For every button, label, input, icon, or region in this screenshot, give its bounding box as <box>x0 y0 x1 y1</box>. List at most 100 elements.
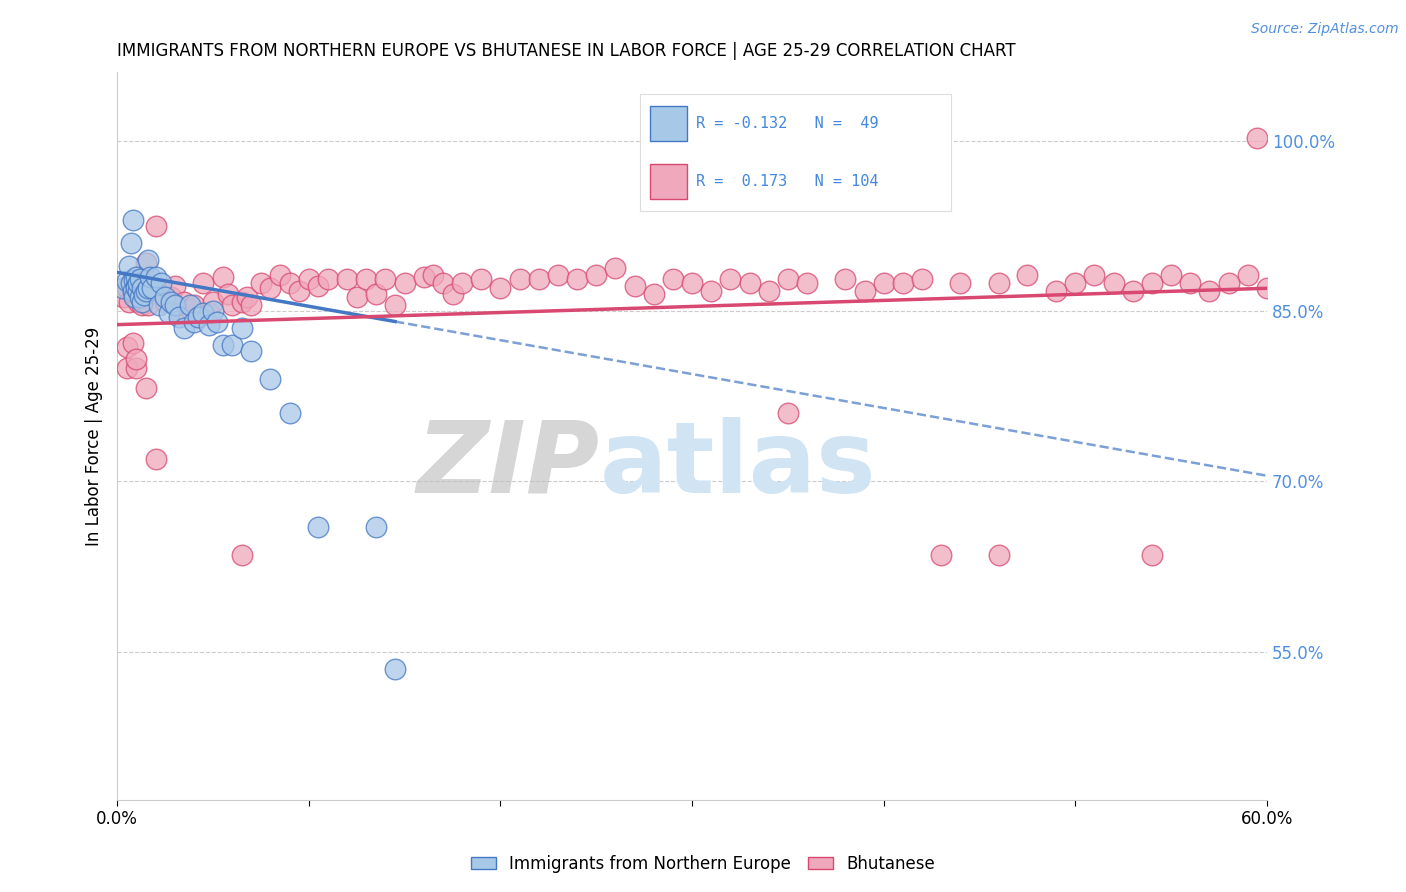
Point <box>125 279 148 293</box>
Point <box>145 269 167 284</box>
Point <box>217 287 239 301</box>
Point <box>834 272 856 286</box>
Point <box>129 290 152 304</box>
Point <box>336 272 359 286</box>
Point <box>132 272 155 286</box>
Point <box>470 272 492 286</box>
Point <box>118 294 141 309</box>
Point <box>135 256 157 270</box>
Point <box>259 372 281 386</box>
Text: atlas: atlas <box>600 417 877 514</box>
Text: Source: ZipAtlas.com: Source: ZipAtlas.com <box>1251 22 1399 37</box>
Text: ZIP: ZIP <box>418 417 600 514</box>
Point <box>489 281 512 295</box>
Point <box>236 290 259 304</box>
Point <box>364 287 387 301</box>
Point <box>796 276 818 290</box>
Point <box>269 268 291 282</box>
Point <box>1045 284 1067 298</box>
Point <box>509 272 531 286</box>
Point <box>173 294 195 309</box>
Point <box>240 343 263 358</box>
Point <box>115 340 138 354</box>
Point <box>121 287 143 301</box>
Point <box>758 284 780 298</box>
Point <box>127 276 149 290</box>
Point <box>1140 548 1163 562</box>
Point <box>364 520 387 534</box>
Point <box>136 298 159 312</box>
Point <box>179 301 201 316</box>
Point <box>131 281 153 295</box>
Point <box>163 298 186 312</box>
Point <box>929 548 952 562</box>
Point <box>125 279 148 293</box>
Point <box>451 276 474 290</box>
Point <box>136 252 159 267</box>
Point <box>115 281 138 295</box>
Point <box>1083 268 1105 282</box>
Point <box>124 290 146 304</box>
Point <box>776 406 799 420</box>
Point <box>221 298 243 312</box>
Point <box>307 520 329 534</box>
Point <box>1256 281 1278 295</box>
Point <box>211 338 233 352</box>
Point <box>356 272 378 286</box>
Point <box>157 306 180 320</box>
Point <box>346 290 368 304</box>
Point <box>422 268 444 282</box>
Point <box>125 360 148 375</box>
Legend: Immigrants from Northern Europe, Bhutanese: Immigrants from Northern Europe, Bhutane… <box>464 848 942 880</box>
Point <box>316 272 339 286</box>
Point <box>853 284 876 298</box>
Point <box>1236 268 1258 282</box>
Point <box>211 269 233 284</box>
Point <box>662 272 685 286</box>
Point <box>911 272 934 286</box>
Point <box>547 268 569 282</box>
Point <box>250 276 273 290</box>
Point <box>1180 276 1202 290</box>
Point <box>605 260 627 275</box>
Point <box>240 298 263 312</box>
Point <box>374 272 396 286</box>
Point <box>412 269 434 284</box>
Point <box>1160 268 1182 282</box>
Point <box>231 321 253 335</box>
Point <box>131 294 153 309</box>
Point <box>153 294 176 309</box>
Point <box>700 284 723 298</box>
Point <box>141 281 163 295</box>
Point <box>127 284 149 298</box>
Point <box>129 272 152 286</box>
Point <box>125 281 148 295</box>
Point <box>120 235 142 250</box>
Point <box>121 213 143 227</box>
Point <box>298 272 321 286</box>
Point <box>259 281 281 295</box>
Point <box>167 310 190 324</box>
Point <box>121 284 143 298</box>
Point <box>776 272 799 286</box>
Point <box>131 298 153 312</box>
Point <box>198 318 221 332</box>
Point <box>221 338 243 352</box>
Point <box>623 279 645 293</box>
Point <box>585 268 607 282</box>
Point <box>121 335 143 350</box>
Point <box>153 290 176 304</box>
Point <box>139 269 162 284</box>
Y-axis label: In Labor Force | Age 25-29: In Labor Force | Age 25-29 <box>86 326 103 546</box>
Point <box>201 304 224 318</box>
Point <box>231 548 253 562</box>
Point <box>115 360 138 375</box>
Point <box>148 298 170 312</box>
Point <box>278 406 301 420</box>
Point <box>198 306 221 320</box>
Point <box>643 287 665 301</box>
Point <box>1198 284 1220 298</box>
Point <box>145 219 167 233</box>
Point <box>124 273 146 287</box>
Point <box>125 269 148 284</box>
